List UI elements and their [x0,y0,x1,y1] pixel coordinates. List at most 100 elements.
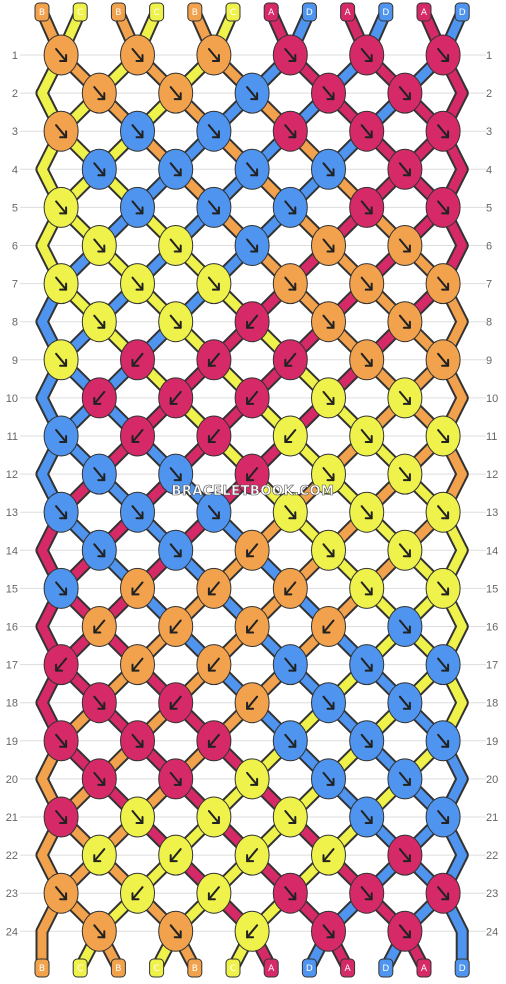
row-number-right: 12 [486,469,498,481]
knot-arrowhead [59,282,68,291]
knot-arrowhead [364,511,373,520]
knot-arrow-sw-icon [246,467,259,482]
row-number-right: 8 [486,317,492,329]
row-number-left: 7 [12,279,18,291]
knot-arrowhead [402,473,411,482]
knot-arrowhead [246,549,255,558]
row-number-left: 19 [6,736,18,748]
knot-arrowhead [211,816,220,824]
end-strand-label-tab [378,958,394,978]
row-number-left: 5 [12,202,18,214]
row-number-right: 16 [486,622,498,634]
knot-arrow-se-icon [398,162,411,177]
knot [196,567,232,609]
knot-arrowhead [326,244,335,253]
start-strand-label: A [345,8,352,18]
knot-arrow-se-icon [93,238,106,253]
knot-arrowhead [97,244,106,253]
knot-arrow-se-icon [93,771,106,786]
knot-arrowhead [169,854,178,863]
watermark: BRACELETBOOK.COM [172,484,335,499]
knot [120,491,155,533]
knot [234,910,270,952]
knot-arrow-sw-icon [169,390,182,405]
knot-arrow-se-icon [360,657,373,672]
knot-arrowhead [59,130,68,139]
knot [234,72,270,114]
knot-arrowhead [173,320,182,329]
knot-arrow-se-icon [93,924,106,939]
knot [81,225,117,266]
knot [272,34,308,76]
knot [425,872,461,914]
knot [120,339,155,381]
knot-arrowhead [59,816,68,824]
knot [272,872,308,914]
knot-arrowhead [441,739,450,748]
knot-arrowhead [169,625,178,634]
knot-arrowhead [246,625,255,634]
knot-arrowhead [173,777,182,786]
knot-arrowhead [402,244,411,253]
knot-arrowhead [97,473,106,482]
knot [387,301,423,343]
knot-arrow-sw-icon [93,619,106,634]
knot-arrowhead [207,892,216,901]
knot [425,186,461,228]
row-number-left: 15 [6,583,18,595]
row-number-right: 18 [486,698,498,710]
knot-arrow-sw-icon [93,848,106,863]
row-number-left: 1 [12,50,18,62]
knot [120,263,155,305]
knot [196,872,232,914]
knot-arrow-sw-icon [207,429,220,443]
end-strand-label: C [230,964,236,974]
knot [349,263,385,305]
knot-arrow-se-icon [322,314,335,329]
knot [349,186,385,228]
knot-arrowhead [250,244,259,253]
knot [349,872,385,914]
knot-arrowhead [402,396,411,405]
knot [196,339,232,381]
knot-arrowhead [441,130,450,139]
knot [311,148,346,190]
knot-arrowhead [364,54,373,62]
knot-arrow-sw-icon [207,352,220,367]
knot-arrow-se-icon [207,276,220,291]
knot-arrow-se-icon [360,581,373,596]
knot-arrow-sw-icon [131,886,144,901]
end-strand-label: B [115,964,121,974]
end-strand-label: D [382,964,389,974]
knot [81,606,117,647]
knot-arrow-se-icon [398,314,411,329]
knot-arrow-sw-icon [131,429,144,443]
knot [387,758,423,800]
knot-arrow-se-icon [398,543,411,558]
knot-arrow-sw-icon [246,390,259,405]
knot-arrowhead [288,511,297,520]
knot-arrow-se-icon [437,200,450,215]
knot-arrow-sw-icon [55,657,68,672]
knot [120,567,155,609]
knot-arrow-se-icon [360,352,373,367]
knot [158,72,194,114]
knot [272,415,308,457]
knot-arrowhead [441,663,450,672]
knot-arrowhead [288,206,297,215]
knot-arrowhead [288,663,297,672]
knot [272,263,308,305]
knot-arrow-se-icon [360,276,373,291]
knot [158,606,194,647]
knot-arrowhead [402,92,411,101]
knot-arrow-se-icon [207,505,220,520]
knot-arrowhead [288,816,297,824]
knot-arrow-se-icon [398,695,411,710]
knot [387,834,423,876]
knot-arrowhead [246,854,255,863]
start-strand-label: A [268,8,275,18]
knot [234,682,270,724]
knot-arrow-se-icon [360,124,373,139]
knot [387,148,423,190]
knot-arrow-se-icon [131,733,144,748]
